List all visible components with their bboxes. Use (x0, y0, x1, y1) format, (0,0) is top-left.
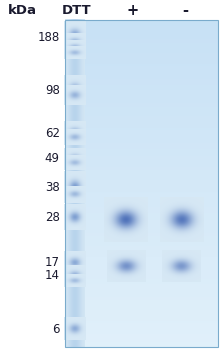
Text: 98: 98 (45, 84, 60, 96)
Text: 17: 17 (45, 256, 60, 269)
Text: -: - (183, 3, 189, 18)
Text: kDa: kDa (8, 4, 37, 17)
Text: 6: 6 (52, 323, 60, 336)
Text: +: + (127, 3, 139, 18)
Text: 62: 62 (45, 127, 60, 140)
Text: 14: 14 (45, 269, 60, 282)
Text: 188: 188 (37, 31, 60, 44)
Text: DTT: DTT (61, 4, 91, 17)
Text: 49: 49 (45, 152, 60, 165)
Text: 28: 28 (45, 211, 60, 224)
Text: 38: 38 (45, 181, 60, 194)
